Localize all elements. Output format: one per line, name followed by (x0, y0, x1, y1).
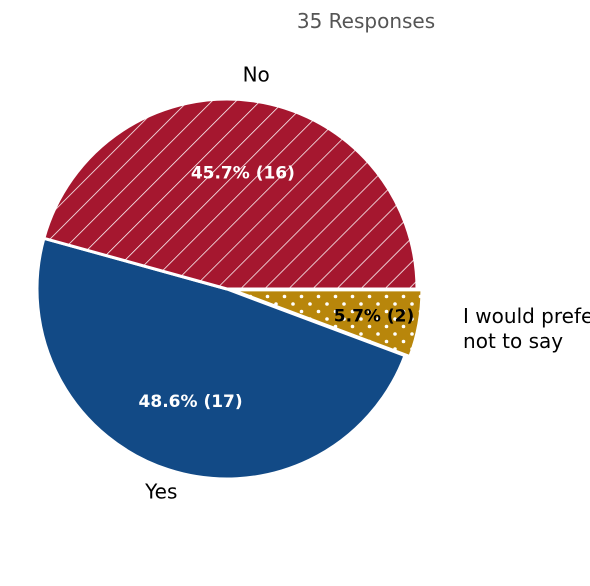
pie-labels: 5.7% (2) I would prefer not to say 48.6% (1… (139, 62, 590, 503)
pie-slice-yes (35, 236, 407, 481)
chart-subtitle: 35 Responses (297, 9, 435, 33)
category-label-no: No (243, 62, 270, 86)
pie-slices (35, 97, 424, 481)
pie-slice-prefer-not-to-say (230, 288, 424, 358)
value-label-no: 45.7% (16) (191, 163, 295, 183)
pie-slice-no (42, 97, 419, 291)
value-label-yes: 48.6% (17) (139, 392, 243, 412)
value-label-prefer-not-to-say: 5.7% (2) (334, 307, 414, 327)
category-label-yes: Yes (144, 479, 177, 503)
category-label-prefer-not-to-say: I would prefer not to say (463, 304, 590, 353)
